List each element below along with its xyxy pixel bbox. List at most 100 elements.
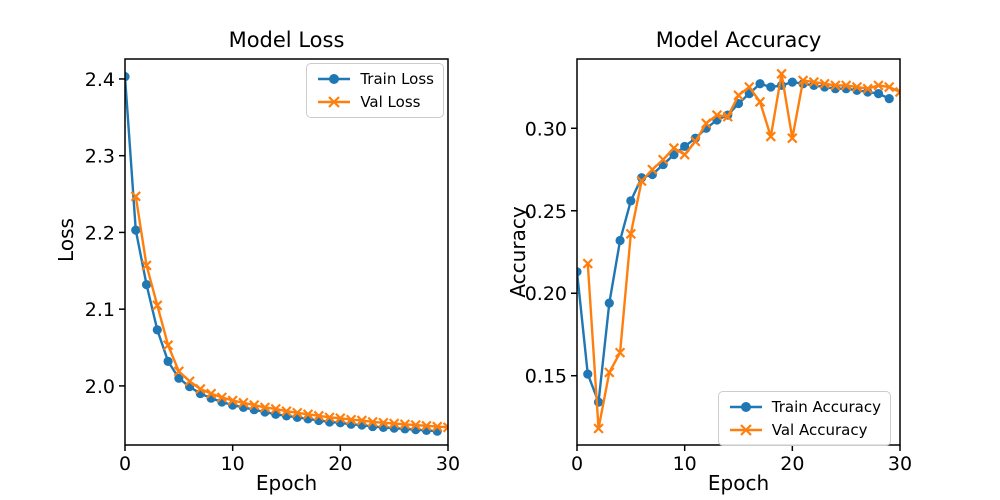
data-point-marker <box>701 118 712 129</box>
x-tick-label: 20 <box>328 453 352 475</box>
legend-label-train-accuracy: Train Accuracy <box>771 398 881 416</box>
data-point-marker <box>335 412 346 424</box>
val-accuracy-line <box>586 72 900 430</box>
data-point-marker <box>162 340 174 351</box>
data-point-marker <box>356 415 368 426</box>
data-point-marker <box>894 86 900 98</box>
data-point-marker <box>754 96 766 108</box>
data-point-marker <box>582 258 593 269</box>
data-point-marker <box>840 80 852 91</box>
y-tick-label: 2.4 <box>85 69 115 91</box>
data-point-marker <box>873 80 884 91</box>
accuracy-yaxis-label: Accuracy <box>506 206 530 298</box>
y-tick-label: 0.15 <box>525 366 567 388</box>
legend-row-train-loss: Train Loss <box>316 69 434 89</box>
y-tick-label: 0.20 <box>525 283 567 305</box>
loss-legend: Train Loss Val Loss <box>306 63 444 118</box>
train-accuracy-marker-icon <box>729 402 762 412</box>
data-point-marker <box>173 366 185 377</box>
y-tick-label: 2.3 <box>85 146 115 168</box>
data-point-marker <box>292 407 303 418</box>
data-point-marker <box>410 419 421 431</box>
data-point-marker <box>733 90 744 101</box>
x-tick-label: 30 <box>436 453 460 475</box>
accuracy-chart-title: Model Accuracy <box>655 28 822 52</box>
data-point-marker <box>884 93 894 104</box>
data-point-marker <box>195 383 206 395</box>
data-point-marker <box>367 416 378 428</box>
data-point-marker <box>808 76 820 88</box>
accuracy-legend: Train Accuracy Val Accuracy <box>717 391 891 446</box>
data-point-marker <box>270 403 281 415</box>
data-point-marker <box>313 410 324 422</box>
x-tick-label: 10 <box>221 453 245 475</box>
train-loss-marker-icon <box>318 74 351 84</box>
data-point-marker <box>614 347 626 358</box>
legend-row-train-accuracy: Train Accuracy <box>728 397 881 417</box>
data-point-marker <box>577 267 582 277</box>
x-tick-label: 20 <box>780 453 804 475</box>
data-point-marker <box>819 78 830 89</box>
data-point-marker <box>668 142 680 154</box>
data-point-marker <box>604 298 614 308</box>
data-point-marker <box>399 419 411 430</box>
data-point-marker <box>830 80 841 91</box>
data-point-marker <box>174 373 184 383</box>
data-point-marker <box>141 260 152 271</box>
data-point-marker <box>679 149 690 160</box>
data-point-marker <box>766 82 776 92</box>
data-point-marker <box>690 136 701 147</box>
data-point-marker <box>227 395 238 406</box>
data-point-marker <box>884 81 895 93</box>
data-point-marker <box>205 388 217 399</box>
data-point-marker <box>787 77 797 87</box>
val-loss-line <box>134 196 448 429</box>
data-point-marker <box>604 367 615 378</box>
y-tick-label: 0.30 <box>525 118 567 140</box>
y-tick-label: 0.25 <box>525 201 567 223</box>
x-tick-label: 30 <box>888 453 912 475</box>
loss-yaxis-label: Loss <box>54 218 78 262</box>
data-point-marker <box>626 196 636 206</box>
data-point-marker <box>238 397 249 408</box>
data-point-marker <box>281 406 292 417</box>
x-tick-label: 0 <box>571 453 583 475</box>
data-point-marker <box>862 83 873 94</box>
data-point-marker <box>324 412 335 423</box>
data-point-marker <box>787 133 798 144</box>
data-point-marker <box>152 325 162 335</box>
data-point-marker <box>184 376 195 387</box>
data-point-marker <box>593 397 604 407</box>
data-point-marker <box>130 191 141 202</box>
axes-spines <box>576 58 901 446</box>
data-point-marker <box>302 409 314 420</box>
data-point-marker <box>131 225 141 235</box>
data-point-marker <box>625 228 637 240</box>
legend-label-val-accuracy: Val Accuracy <box>771 421 868 439</box>
data-point-marker <box>163 356 173 366</box>
data-point-marker <box>744 81 755 93</box>
loss-xaxis-label: Epoch <box>255 471 318 495</box>
data-point-marker <box>755 79 765 89</box>
y-tick-label: 2.0 <box>85 376 115 398</box>
data-point-marker <box>776 68 787 80</box>
data-point-marker <box>432 421 443 432</box>
data-point-marker <box>680 141 690 152</box>
data-point-marker <box>249 399 260 411</box>
data-point-marker <box>125 72 130 82</box>
val-loss-marker-icon <box>318 96 351 108</box>
data-point-marker <box>711 109 723 121</box>
data-point-marker <box>615 235 625 246</box>
series-group <box>125 72 448 436</box>
data-point-marker <box>636 175 647 187</box>
data-point-marker <box>216 392 228 403</box>
axes-spines <box>124 58 449 446</box>
data-point-marker <box>851 81 863 93</box>
train-loss-line <box>125 76 438 433</box>
series-group <box>577 68 900 434</box>
y-tick-label: 2.1 <box>85 299 115 321</box>
legend-label-train-loss: Train Loss <box>360 70 434 88</box>
data-point-marker <box>378 417 389 428</box>
x-tick-label: 0 <box>119 453 131 475</box>
data-point-marker <box>141 280 152 290</box>
